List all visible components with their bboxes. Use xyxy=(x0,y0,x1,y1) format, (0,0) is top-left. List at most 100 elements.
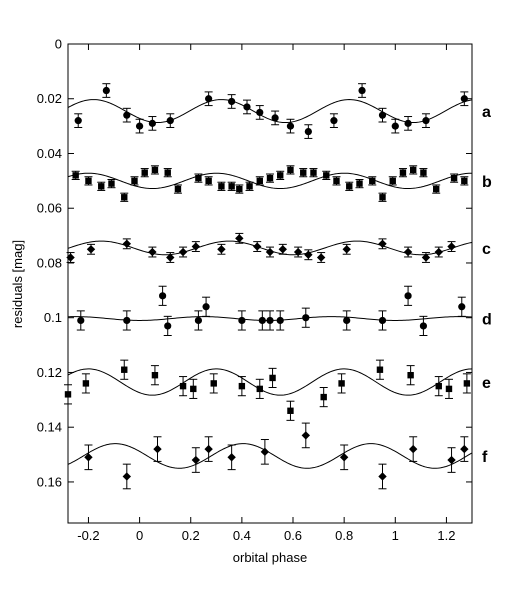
data-point-b xyxy=(194,173,203,183)
marker-square xyxy=(190,385,197,393)
series-label-d: d xyxy=(482,312,492,329)
y-tick-label: 0.16 xyxy=(37,474,62,489)
marker-square xyxy=(450,174,458,182)
marker-diamond xyxy=(204,444,213,454)
marker-circle xyxy=(458,303,466,311)
data-point-e xyxy=(255,378,264,399)
marker-square xyxy=(409,166,417,174)
data-point-f xyxy=(204,436,213,462)
data-point-b xyxy=(245,181,254,191)
data-point-d xyxy=(404,285,413,306)
marker-diamond xyxy=(447,242,456,251)
data-point-b xyxy=(140,168,149,178)
y-tick-label: 0.1 xyxy=(44,310,62,325)
data-point-b xyxy=(368,176,377,186)
data-point-b xyxy=(355,178,364,189)
data-point-b xyxy=(299,168,308,178)
marker-circle xyxy=(404,292,412,300)
marker-square xyxy=(287,407,294,414)
marker-square xyxy=(218,183,225,190)
marker-diamond xyxy=(166,253,175,262)
data-point-d xyxy=(266,310,274,331)
data-point-a xyxy=(404,116,413,131)
data-point-d xyxy=(419,315,428,337)
data-point-b xyxy=(217,181,226,191)
data-point-c xyxy=(265,246,275,258)
data-point-a xyxy=(242,99,251,115)
marker-diamond xyxy=(339,453,349,462)
marker-diamond xyxy=(86,245,96,254)
data-point-b xyxy=(84,176,93,186)
data-point-c xyxy=(421,252,431,263)
marker-circle xyxy=(302,314,310,322)
data-point-a xyxy=(102,83,111,98)
marker-diamond xyxy=(434,247,443,257)
marker-square xyxy=(310,169,317,176)
data-point-e xyxy=(237,376,246,397)
marker-square xyxy=(238,382,246,390)
marker-diamond xyxy=(260,447,270,457)
data-point-c xyxy=(122,238,132,250)
data-point-b xyxy=(409,165,418,175)
data-point-e xyxy=(179,376,188,397)
data-point-e xyxy=(150,365,159,386)
data-point-e xyxy=(462,373,471,394)
data-point-a xyxy=(271,110,280,126)
data-point-a xyxy=(204,91,213,107)
data-point-c xyxy=(166,252,175,263)
marker-circle xyxy=(194,316,203,325)
data-point-a xyxy=(74,113,83,128)
marker-circle xyxy=(378,111,387,119)
data-point-b xyxy=(450,173,459,183)
marker-diamond xyxy=(265,247,275,257)
marker-diamond xyxy=(304,250,313,259)
data-markers xyxy=(64,83,471,490)
fit-curves xyxy=(67,99,473,469)
fit-curve-a xyxy=(67,99,473,124)
marker-diamond xyxy=(217,245,226,254)
marker-square xyxy=(151,166,159,174)
x-tick-label: -0.2 xyxy=(77,528,99,543)
data-point-a xyxy=(227,94,236,109)
data-point-c xyxy=(178,246,188,258)
y-tick-label: 0.06 xyxy=(37,201,62,216)
data-point-f xyxy=(339,444,349,471)
data-point-b xyxy=(378,192,387,202)
marker-diamond xyxy=(191,242,201,251)
x-tick-label: 1.2 xyxy=(437,528,455,543)
marker-square xyxy=(164,169,171,176)
marker-circle xyxy=(258,316,266,325)
data-point-e xyxy=(209,373,218,394)
data-point-f xyxy=(460,436,469,462)
data-point-b xyxy=(398,168,407,178)
data-point-b xyxy=(388,176,397,186)
marker-square xyxy=(85,177,92,185)
data-point-f xyxy=(153,436,162,462)
marker-square xyxy=(121,194,128,201)
data-point-d xyxy=(342,310,351,331)
x-tick-label: 1 xyxy=(392,528,399,543)
data-point-d xyxy=(194,310,203,331)
marker-square xyxy=(121,366,128,373)
plot-frame xyxy=(67,43,473,524)
marker-diamond xyxy=(460,444,469,454)
marker-circle xyxy=(77,316,85,325)
marker-circle xyxy=(378,316,387,325)
data-point-f xyxy=(84,444,93,471)
data-point-c xyxy=(403,246,413,258)
marker-circle xyxy=(304,127,312,136)
data-point-a xyxy=(148,116,157,131)
data-point-b xyxy=(235,184,244,194)
marker-circle xyxy=(460,95,468,103)
data-point-b xyxy=(276,170,285,180)
marker-square xyxy=(320,393,327,401)
data-point-b xyxy=(97,181,106,191)
marker-diamond xyxy=(316,253,326,262)
marker-square xyxy=(338,380,345,387)
data-point-d xyxy=(378,310,387,331)
marker-circle xyxy=(164,322,172,330)
marker-square xyxy=(72,172,79,179)
marker-circle xyxy=(74,117,82,125)
x-tick-label: 0 xyxy=(136,528,143,543)
marker-square xyxy=(131,177,138,185)
